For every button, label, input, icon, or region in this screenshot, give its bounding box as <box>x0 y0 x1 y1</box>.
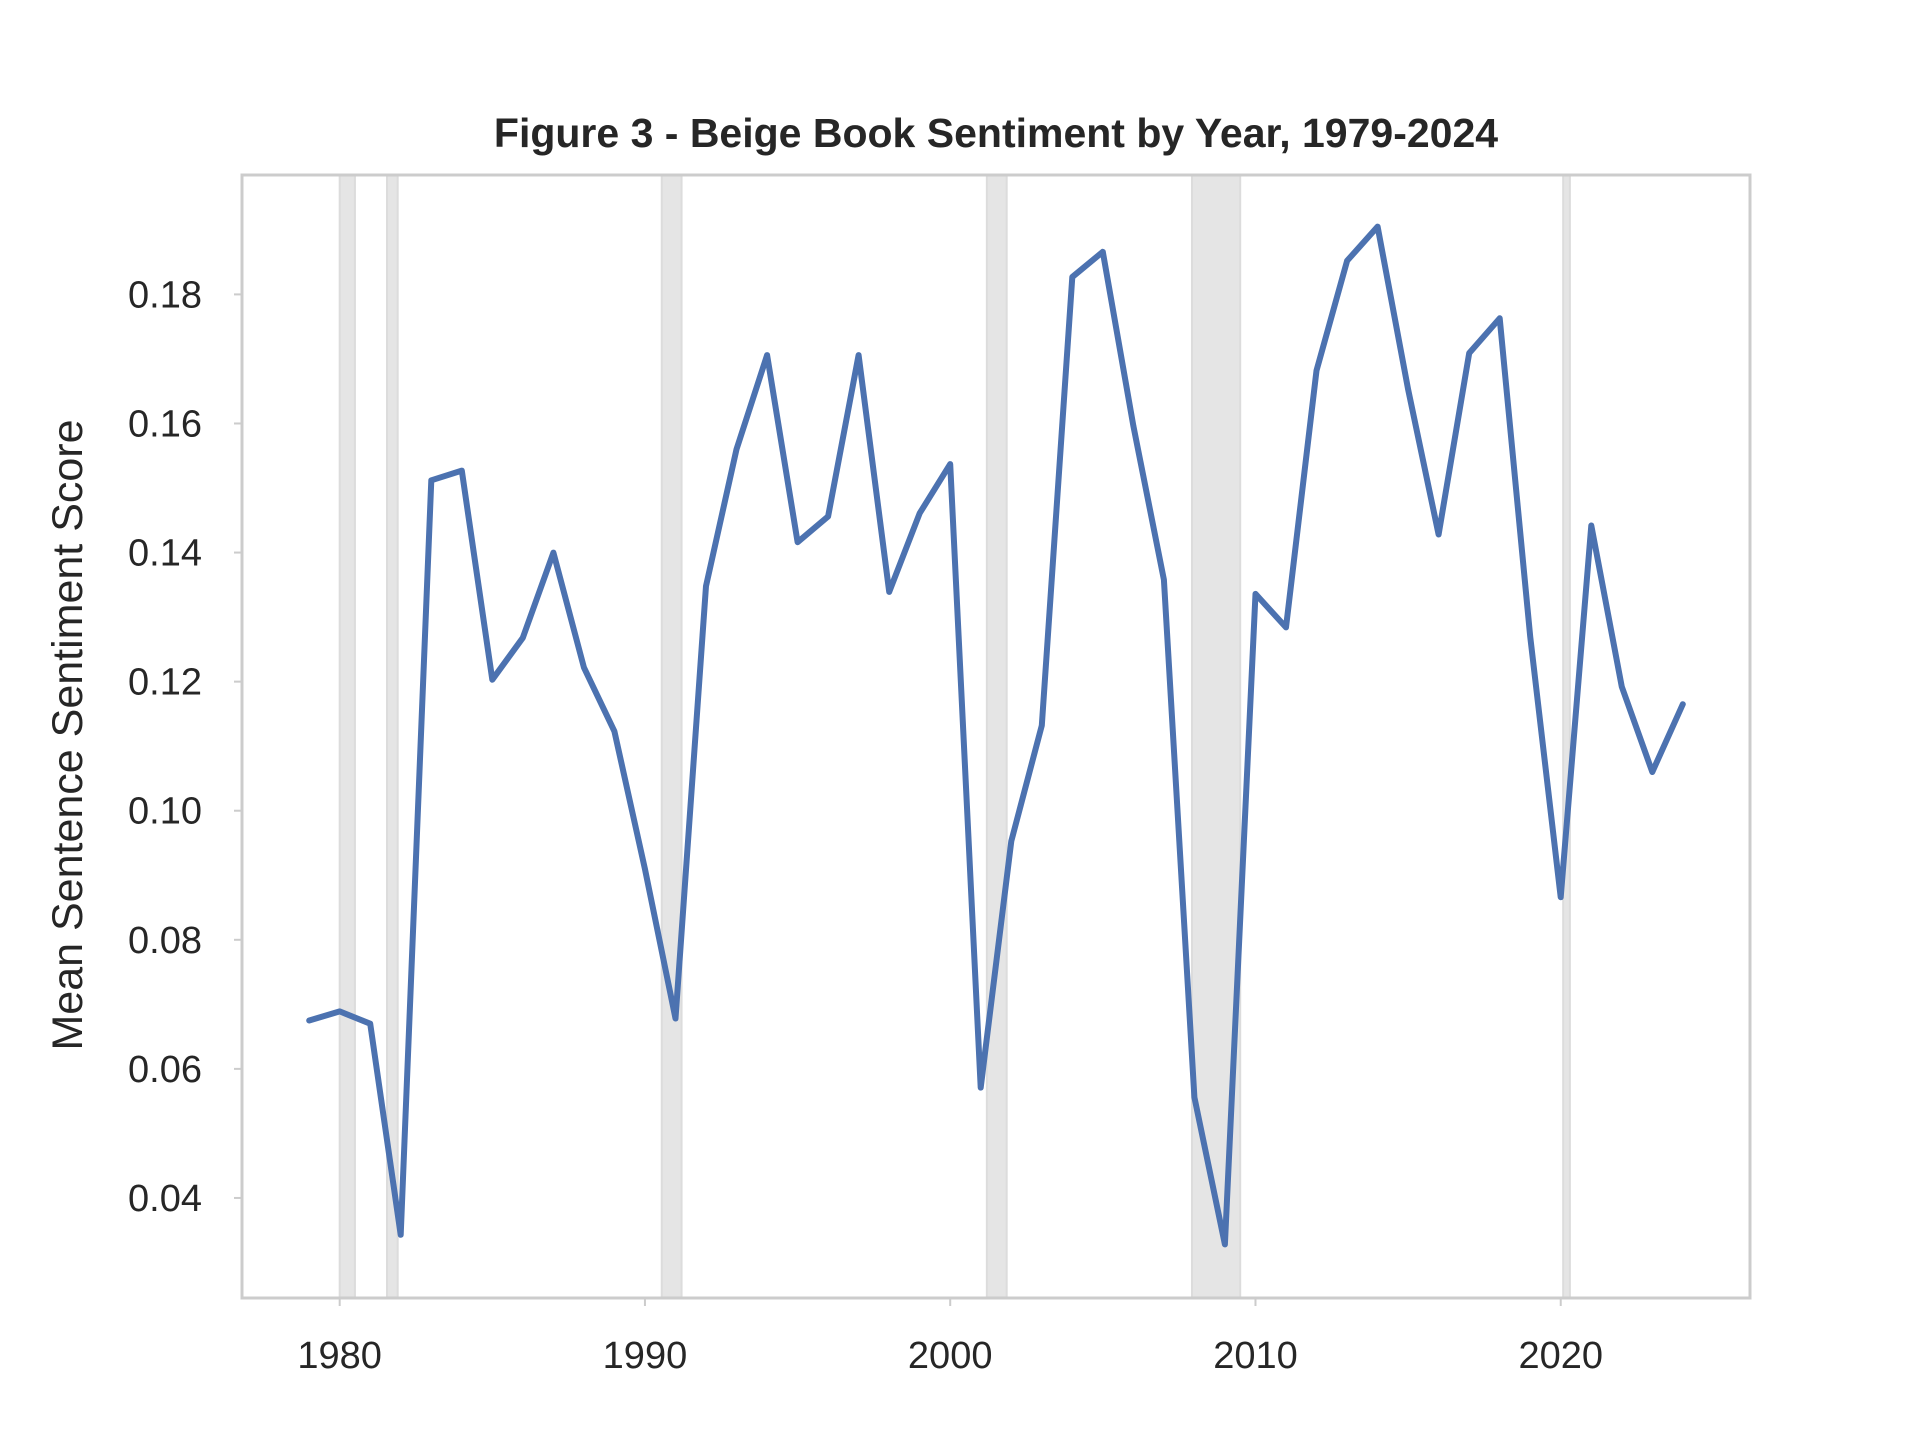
data-point-2015 <box>1405 386 1411 392</box>
data-point-1987 <box>550 550 556 556</box>
y-tick-label-0.16: 0.16 <box>128 403 202 445</box>
data-point-2016 <box>1436 531 1442 537</box>
data-point-2003 <box>1039 723 1045 729</box>
data-point-1997 <box>856 352 862 358</box>
data-point-2017 <box>1466 350 1472 356</box>
data-point-2012 <box>1314 368 1320 374</box>
x-tick-label-2010: 2010 <box>1213 1335 1298 1377</box>
y-tick-label-0.06: 0.06 <box>128 1049 202 1091</box>
chart-title: Figure 3 - Beige Book Sentiment by Year,… <box>494 110 1498 156</box>
data-point-1991 <box>672 1016 678 1022</box>
data-point-1983 <box>428 477 434 483</box>
y-tick-label-0.04: 0.04 <box>128 1178 202 1220</box>
y-tick-label-0.08: 0.08 <box>128 920 202 962</box>
data-point-1999 <box>917 510 923 516</box>
data-point-2022 <box>1619 684 1625 690</box>
y-tick-label-0.12: 0.12 <box>128 662 202 704</box>
data-point-2013 <box>1344 258 1350 264</box>
x-tick-label-2000: 2000 <box>908 1335 993 1377</box>
data-point-2024 <box>1680 701 1686 707</box>
data-point-1980 <box>337 1008 343 1014</box>
data-point-1992 <box>703 583 709 589</box>
data-point-2008 <box>1191 1094 1197 1100</box>
data-point-2021 <box>1588 522 1594 528</box>
data-point-1986 <box>520 635 526 641</box>
data-point-1979 <box>306 1017 312 1023</box>
x-tick-label-1980: 1980 <box>297 1335 382 1377</box>
data-point-1994 <box>764 352 770 358</box>
data-point-1990 <box>642 866 648 872</box>
recession-band-6 <box>1562 174 1571 1299</box>
y-tick-label-0.18: 0.18 <box>128 274 202 316</box>
series-line <box>306 223 1686 1248</box>
data-point-2020 <box>1558 894 1564 900</box>
data-point-2018 <box>1497 315 1503 321</box>
data-point-1981 <box>367 1021 373 1027</box>
recession-band-2 <box>386 174 399 1299</box>
data-point-1996 <box>825 513 831 519</box>
data-point-1993 <box>734 446 740 452</box>
recession-band-3 <box>660 174 683 1299</box>
data-point-2001 <box>978 1085 984 1091</box>
data-point-1995 <box>795 539 801 545</box>
data-point-2005 <box>1100 249 1106 255</box>
series-line-group <box>306 223 1686 1248</box>
data-point-1998 <box>886 589 892 595</box>
data-point-2004 <box>1069 274 1075 280</box>
data-point-1989 <box>611 728 617 734</box>
data-point-2011 <box>1283 624 1289 630</box>
recession-band-1 <box>338 174 356 1299</box>
data-point-2002 <box>1008 838 1014 844</box>
axis-ticks: 1980 1990 2000 2010 2020 0.04 0.06 0.08 0.10 0.12… <box>128 274 1603 1377</box>
data-point-1985 <box>489 677 495 683</box>
plot-frame <box>240 173 1752 1300</box>
x-tick-label-1990: 1990 <box>603 1335 688 1377</box>
data-point-2000 <box>947 461 953 467</box>
data-point-2023 <box>1649 769 1655 775</box>
data-point-1984 <box>459 468 465 474</box>
data-point-2006 <box>1130 423 1136 429</box>
recession-band-4 <box>985 174 1008 1299</box>
y-axis-label: Mean Sentence Sentiment Score <box>44 419 92 1050</box>
data-point-2019 <box>1527 633 1533 639</box>
y-tick-label-0.14: 0.14 <box>128 533 202 575</box>
data-point-1988 <box>581 664 587 670</box>
data-point-1982 <box>398 1232 404 1238</box>
data-point-2014 <box>1375 224 1381 230</box>
data-point-2010 <box>1252 591 1258 597</box>
y-tick-label-0.10: 0.10 <box>128 791 202 833</box>
x-tick-label-2020: 2020 <box>1518 1335 1603 1377</box>
data-point-2009 <box>1222 1241 1228 1247</box>
data-point-2007 <box>1161 577 1167 583</box>
